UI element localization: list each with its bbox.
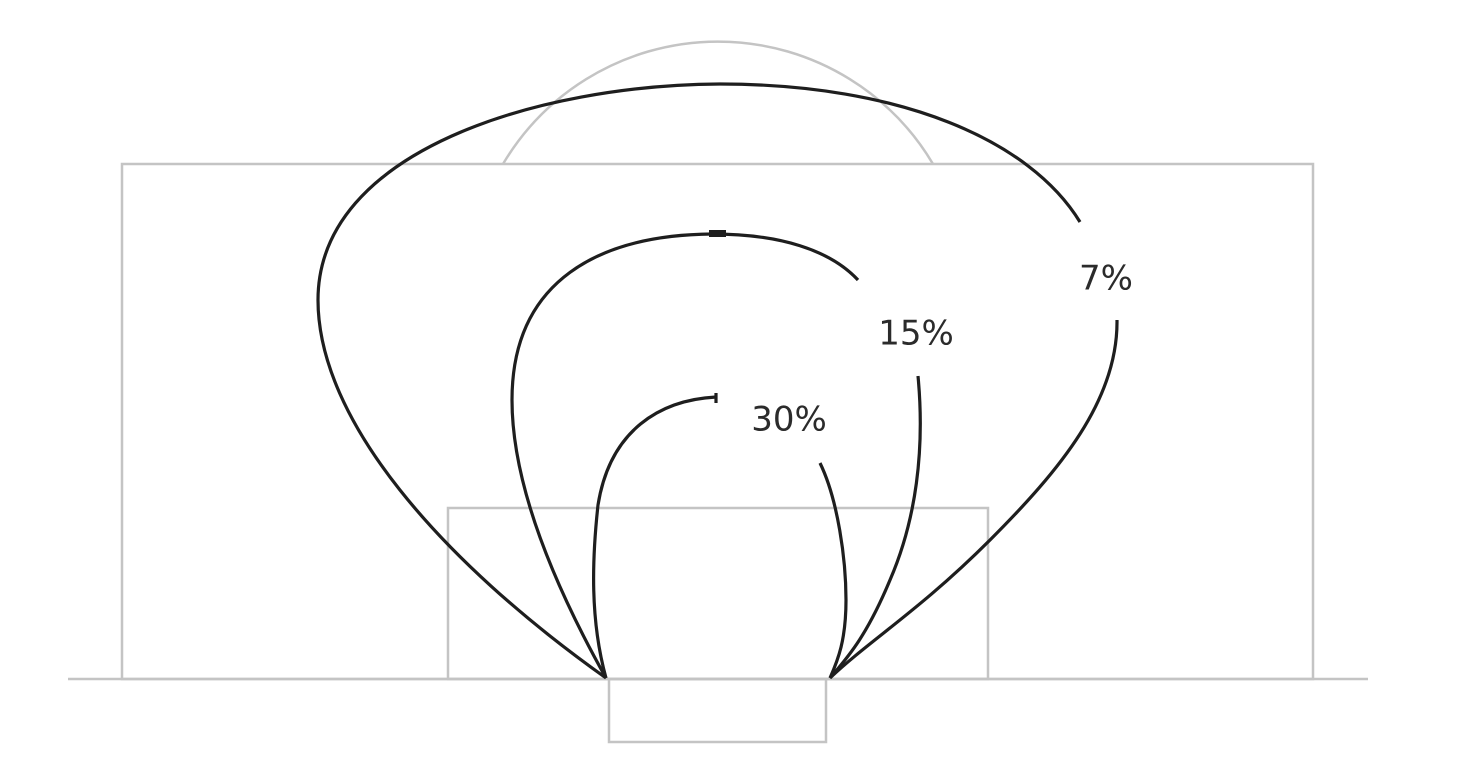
contour-middle-right (828, 375, 922, 680)
zone-label-inner: 30% (751, 400, 827, 440)
contour-inner-left (591, 395, 717, 679)
contour-middle-left (510, 232, 860, 679)
contour-middle-tick (709, 230, 726, 237)
goal (607, 677, 828, 744)
probability-contours (316, 82, 1119, 680)
contour-inner-right (818, 462, 848, 679)
pitch-markings (68, 40, 1368, 744)
contour-outer-right (828, 319, 1119, 680)
contour-outer-left (316, 82, 1082, 680)
zone-labels: 30% 15% 7% (751, 259, 1133, 440)
penalty-area (120, 162, 1315, 681)
penalty-arc (501, 40, 935, 165)
zone-label-outer: 7% (1079, 259, 1133, 299)
zone-label-middle: 15% (878, 314, 954, 354)
